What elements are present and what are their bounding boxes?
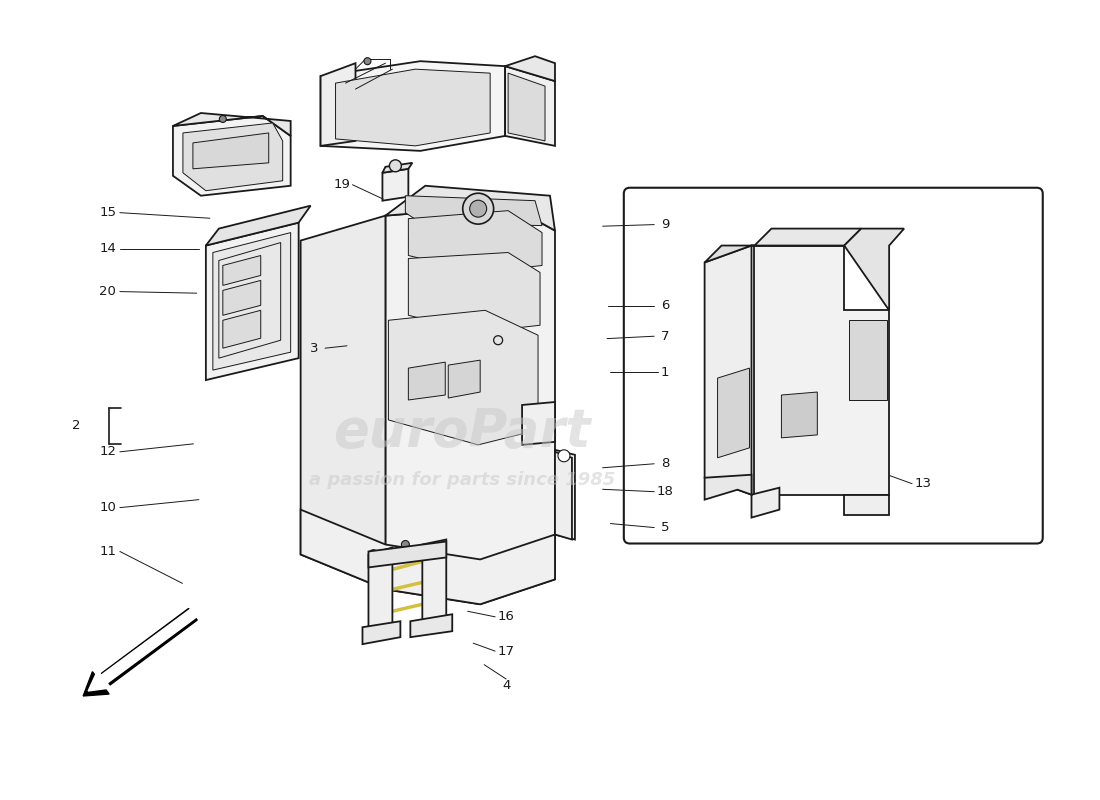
Polygon shape bbox=[705, 474, 751, 500]
Circle shape bbox=[433, 542, 443, 552]
Polygon shape bbox=[385, 186, 556, 230]
Text: euroPart: euroPart bbox=[333, 406, 591, 458]
Polygon shape bbox=[751, 488, 780, 518]
Polygon shape bbox=[755, 246, 889, 494]
Text: 11: 11 bbox=[99, 545, 117, 558]
Polygon shape bbox=[223, 255, 261, 286]
FancyArrow shape bbox=[88, 607, 199, 691]
Circle shape bbox=[433, 622, 443, 632]
Polygon shape bbox=[505, 56, 556, 81]
Polygon shape bbox=[183, 123, 283, 190]
Polygon shape bbox=[705, 246, 751, 494]
Polygon shape bbox=[449, 360, 481, 398]
Polygon shape bbox=[173, 113, 290, 136]
Polygon shape bbox=[717, 368, 749, 458]
Polygon shape bbox=[556, 450, 575, 539]
Polygon shape bbox=[408, 362, 446, 400]
Text: 1: 1 bbox=[661, 366, 670, 378]
Circle shape bbox=[219, 115, 227, 122]
Polygon shape bbox=[223, 281, 261, 315]
Text: 6: 6 bbox=[661, 299, 670, 313]
Polygon shape bbox=[173, 116, 290, 196]
Circle shape bbox=[470, 200, 486, 217]
Circle shape bbox=[389, 160, 402, 172]
Polygon shape bbox=[192, 133, 268, 169]
Polygon shape bbox=[556, 452, 572, 539]
Text: 12: 12 bbox=[99, 446, 117, 458]
Polygon shape bbox=[368, 547, 393, 637]
Circle shape bbox=[368, 630, 378, 639]
Text: 13: 13 bbox=[914, 478, 932, 490]
Polygon shape bbox=[213, 233, 290, 370]
Polygon shape bbox=[845, 494, 889, 514]
Text: 18: 18 bbox=[657, 485, 673, 498]
Text: 7: 7 bbox=[661, 330, 670, 342]
Polygon shape bbox=[505, 66, 556, 146]
Text: 15: 15 bbox=[99, 206, 117, 219]
Polygon shape bbox=[300, 216, 385, 590]
Polygon shape bbox=[408, 210, 542, 273]
Circle shape bbox=[364, 58, 371, 65]
Polygon shape bbox=[422, 539, 447, 627]
Text: 2: 2 bbox=[72, 419, 80, 432]
Text: 19: 19 bbox=[333, 178, 350, 191]
Polygon shape bbox=[849, 320, 887, 400]
Polygon shape bbox=[300, 510, 556, 604]
Text: 3: 3 bbox=[310, 342, 318, 354]
Polygon shape bbox=[508, 73, 544, 141]
Polygon shape bbox=[385, 206, 556, 604]
Circle shape bbox=[368, 550, 378, 559]
Text: 17: 17 bbox=[497, 645, 515, 658]
Polygon shape bbox=[363, 622, 400, 644]
Text: 5: 5 bbox=[661, 521, 670, 534]
Polygon shape bbox=[320, 61, 505, 151]
Text: 4: 4 bbox=[502, 679, 510, 692]
Polygon shape bbox=[388, 310, 538, 445]
Polygon shape bbox=[368, 542, 447, 567]
Polygon shape bbox=[336, 69, 491, 146]
Circle shape bbox=[463, 194, 494, 224]
FancyBboxPatch shape bbox=[624, 188, 1043, 543]
Polygon shape bbox=[408, 253, 540, 332]
Polygon shape bbox=[206, 222, 298, 380]
Polygon shape bbox=[755, 229, 861, 246]
Polygon shape bbox=[206, 206, 310, 246]
Text: 10: 10 bbox=[99, 501, 117, 514]
Polygon shape bbox=[845, 229, 904, 310]
Polygon shape bbox=[781, 392, 817, 438]
Text: 16: 16 bbox=[497, 610, 515, 623]
Text: 20: 20 bbox=[99, 285, 117, 298]
Circle shape bbox=[402, 541, 409, 549]
Polygon shape bbox=[383, 163, 412, 173]
Polygon shape bbox=[705, 246, 755, 262]
Polygon shape bbox=[406, 196, 542, 226]
Text: a passion for parts since 1985: a passion for parts since 1985 bbox=[309, 470, 615, 489]
Polygon shape bbox=[410, 614, 452, 637]
Polygon shape bbox=[383, 169, 408, 201]
Polygon shape bbox=[320, 63, 355, 146]
Polygon shape bbox=[223, 310, 261, 348]
Text: 9: 9 bbox=[661, 218, 670, 231]
Polygon shape bbox=[522, 402, 556, 445]
Text: 8: 8 bbox=[661, 458, 670, 470]
Text: 14: 14 bbox=[99, 242, 117, 255]
FancyArrow shape bbox=[84, 609, 197, 696]
Circle shape bbox=[558, 450, 570, 462]
